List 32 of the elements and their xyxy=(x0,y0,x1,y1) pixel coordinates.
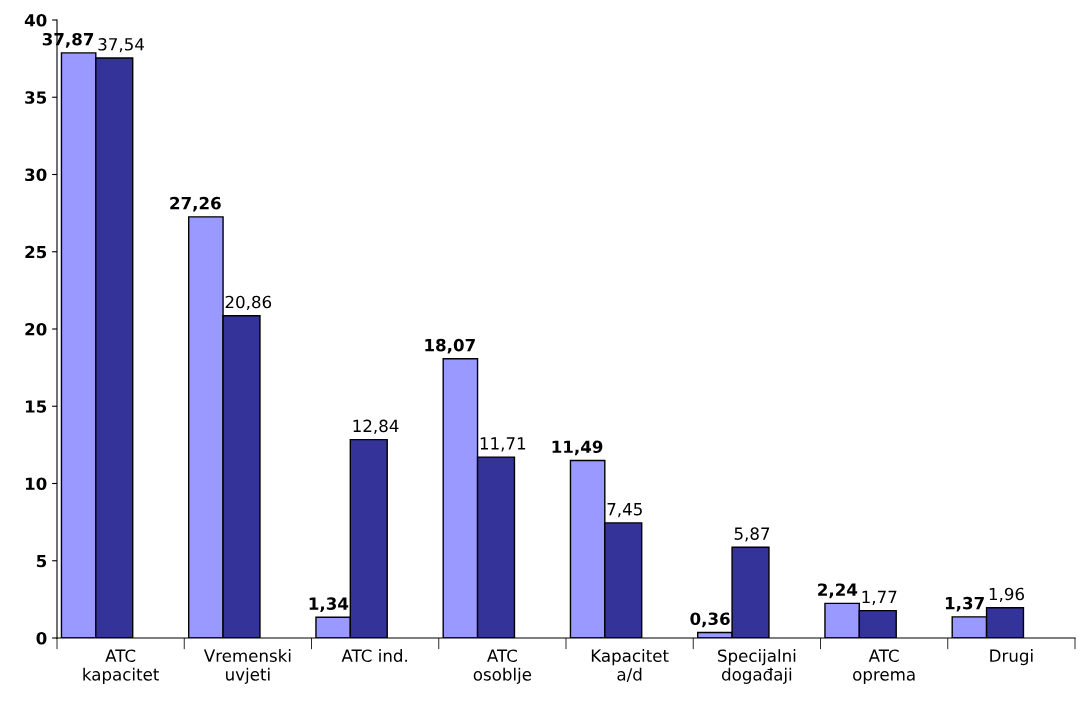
data-label: 2,24 xyxy=(818,583,858,599)
data-label: 11,49 xyxy=(552,440,603,456)
y-tick-label: 0 xyxy=(36,631,47,645)
y-tick-label: 10 xyxy=(25,477,47,491)
data-label: 11,71 xyxy=(480,437,526,452)
x-tick-label: ATC osoblje xyxy=(473,649,532,684)
y-tick-label: 25 xyxy=(25,245,47,259)
data-label: 0,36 xyxy=(690,612,730,628)
y-tick-label: 20 xyxy=(25,322,47,336)
y-tick-label: 30 xyxy=(25,168,47,182)
data-label: 37,54 xyxy=(98,38,144,53)
y-tick-label: 15 xyxy=(25,400,47,413)
x-tick-label: Kapacitet a/d xyxy=(591,649,669,682)
x-tick-label: ATC ind. xyxy=(341,649,407,663)
x-tick-label: ATC kapacitet xyxy=(83,649,159,684)
x-tick-label: Drugi xyxy=(990,649,1033,666)
data-label: 27,26 xyxy=(170,196,221,212)
data-label: 1,37 xyxy=(945,596,984,612)
y-tick-label: 5 xyxy=(36,554,47,568)
data-label: 1,77 xyxy=(862,590,897,605)
data-label: 1,34 xyxy=(309,597,349,613)
data-label: 1,96 xyxy=(989,587,1025,603)
data-label: 12,84 xyxy=(353,419,399,434)
data-label: 5,87 xyxy=(734,527,770,542)
data-label: 7,45 xyxy=(607,503,642,518)
data-label: 20,86 xyxy=(225,295,272,311)
x-tick-label: Specijalni događaji xyxy=(718,649,796,684)
x-tick-label: ATC oprema xyxy=(853,649,915,684)
data-label: 18,07 xyxy=(425,338,475,354)
y-tick-label: 35 xyxy=(25,91,47,104)
x-tick-label: Vremenski uvjeti xyxy=(203,649,291,684)
y-tick-label: 40 xyxy=(24,13,47,27)
